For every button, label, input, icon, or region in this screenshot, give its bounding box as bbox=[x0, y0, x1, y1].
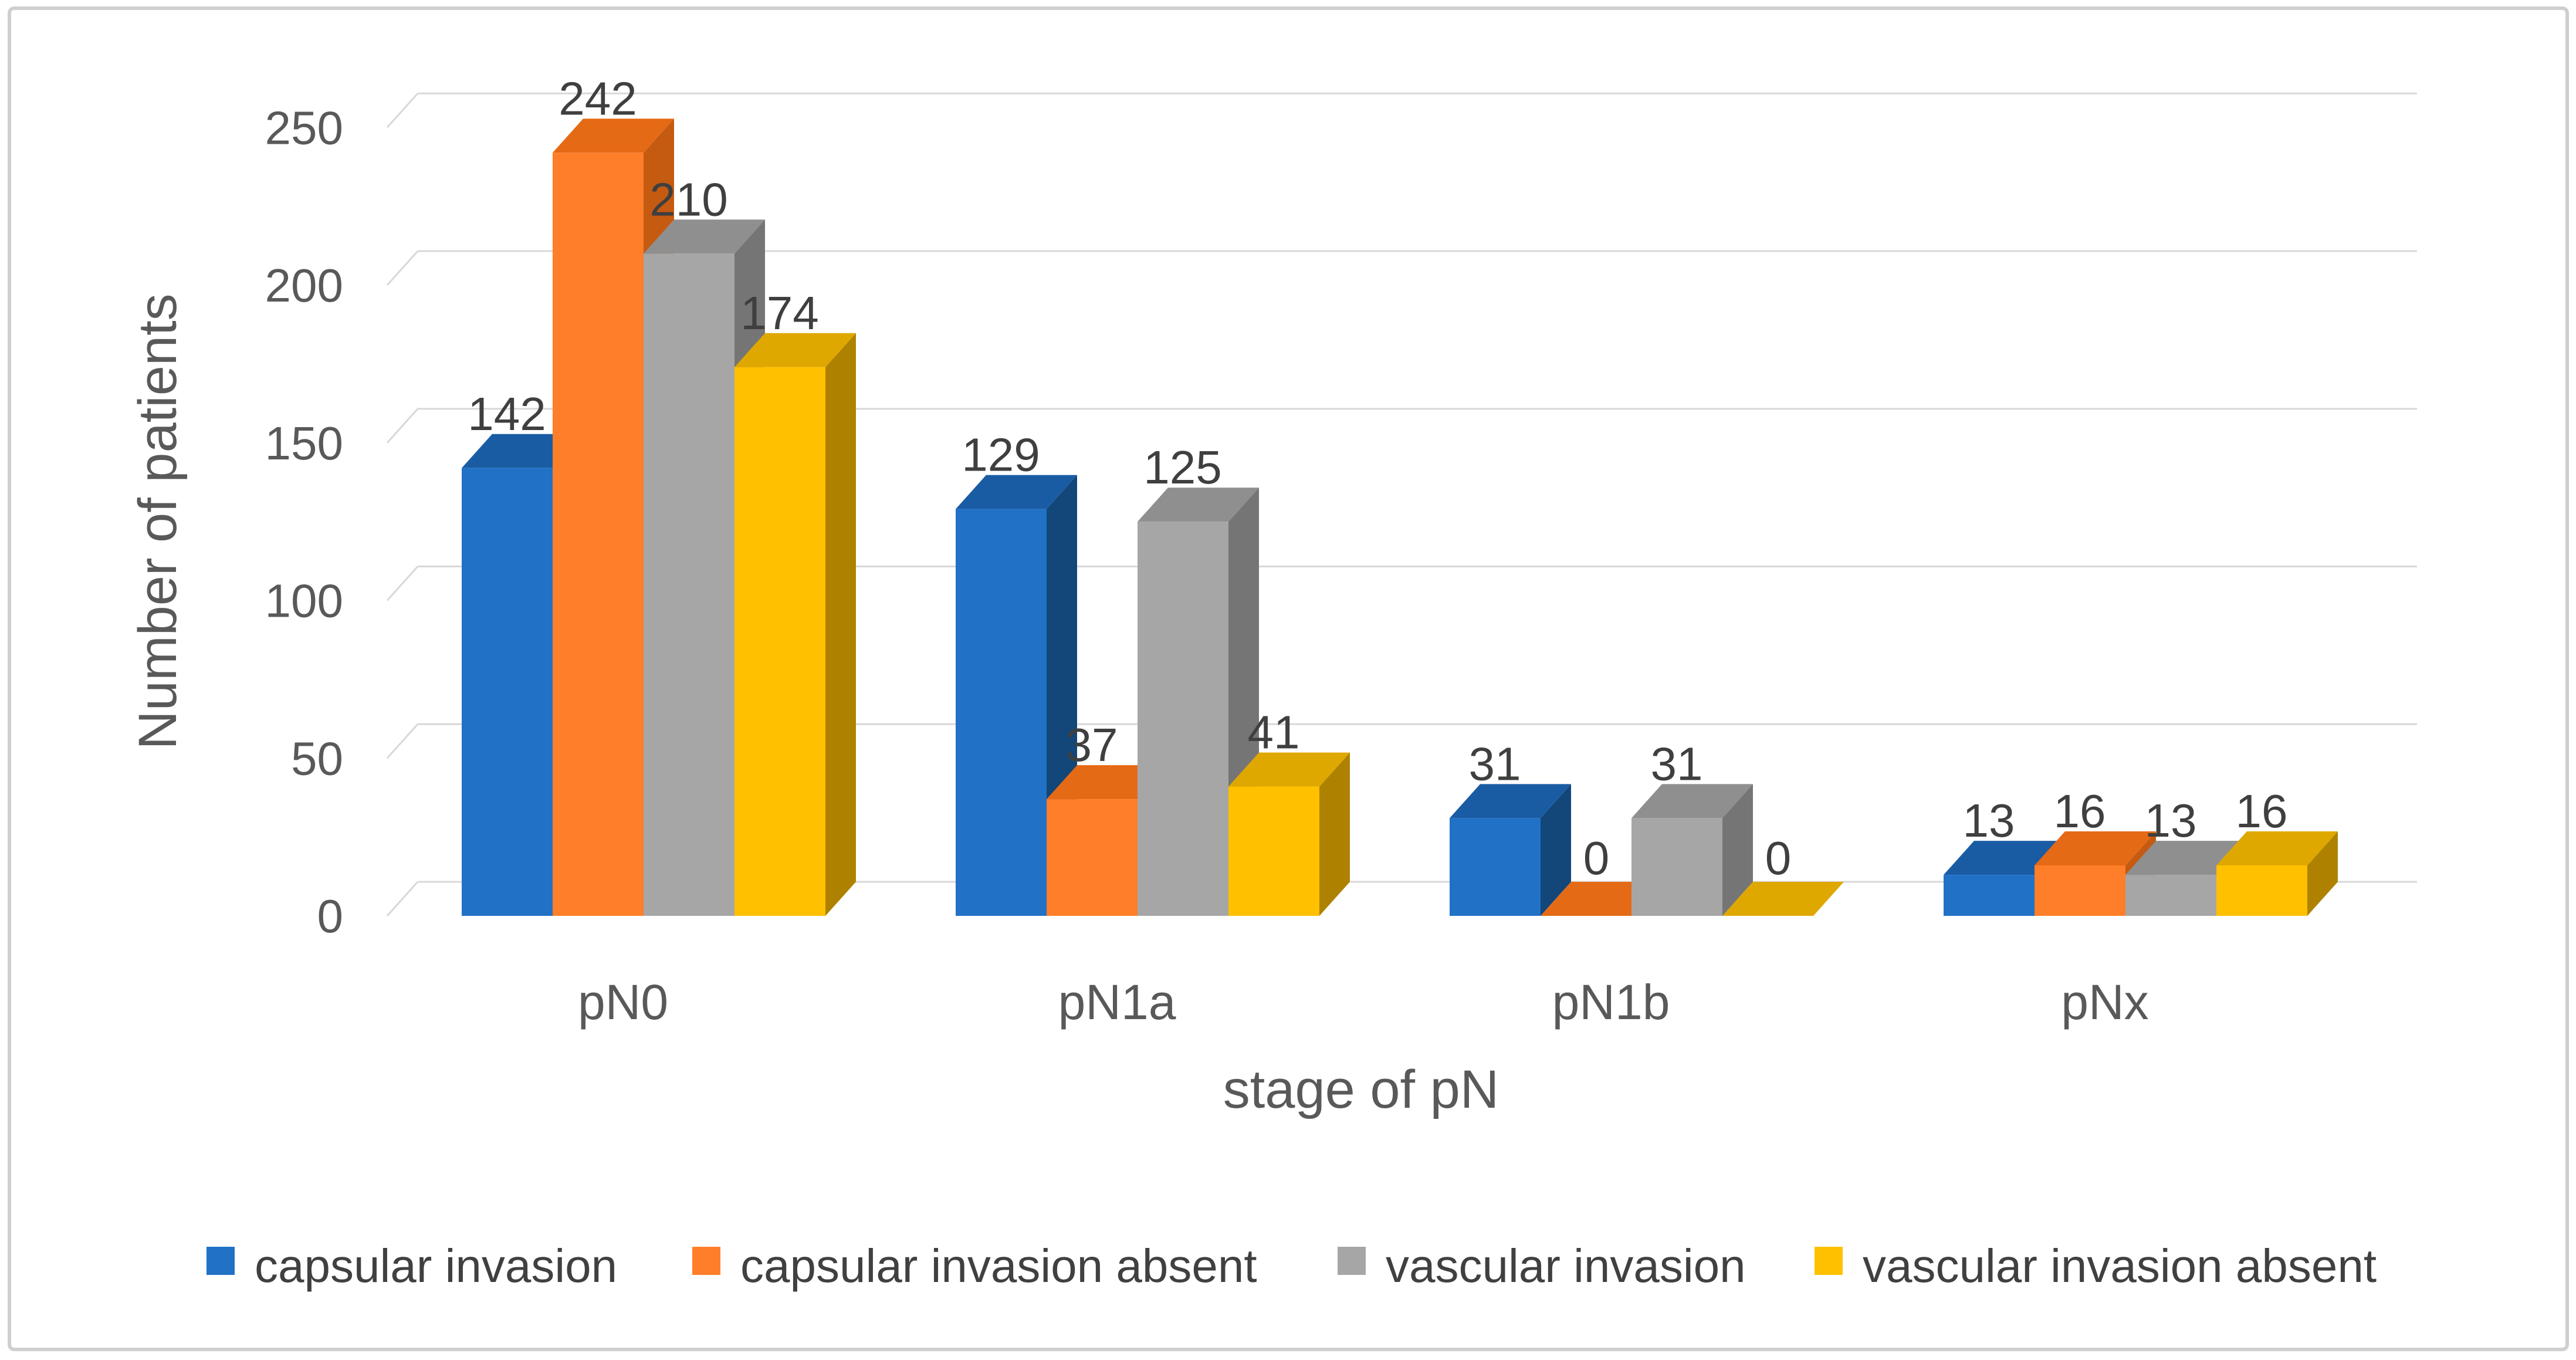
y-tick-label: 150 bbox=[265, 417, 343, 469]
bar-side-face bbox=[1319, 752, 1350, 916]
value-label: 13 bbox=[2145, 794, 2197, 847]
value-label: 41 bbox=[1248, 706, 1300, 759]
bar-top-face bbox=[1228, 752, 1350, 787]
bar-side-face bbox=[1541, 784, 1571, 916]
bar-top-face bbox=[553, 119, 674, 153]
value-label: 16 bbox=[2236, 785, 2288, 837]
bar-front-face bbox=[1631, 818, 1722, 916]
y-axis-title: Number of patients bbox=[128, 293, 188, 749]
bar-pN1b-capsular-invasion bbox=[1450, 784, 1571, 916]
y-tick-label: 100 bbox=[265, 575, 343, 627]
bar-zero-pad bbox=[1722, 882, 1844, 916]
value-label: 31 bbox=[1469, 737, 1521, 790]
bar-top-face bbox=[2216, 831, 2338, 865]
value-label: 31 bbox=[1651, 737, 1703, 790]
bar-top-face bbox=[644, 219, 765, 254]
bar-pN1a-vascular-invasion-absent bbox=[1228, 752, 1350, 916]
bar-front-face bbox=[2216, 865, 2307, 916]
legend-item: vascular invasion bbox=[1338, 1240, 1746, 1292]
legend-marker-capsular-invasion-absent bbox=[692, 1247, 720, 1275]
bar-side-face bbox=[2307, 831, 2338, 916]
bar-pN1b-vascular-invasion-absent bbox=[1722, 882, 1844, 916]
figure-border bbox=[8, 6, 2569, 1351]
bar-pN1a-vascular-invasion bbox=[1138, 488, 1259, 916]
value-label: 16 bbox=[2054, 785, 2106, 837]
bar-front-face bbox=[462, 468, 553, 916]
gridline-connector bbox=[386, 881, 419, 917]
x-category-label: pNx bbox=[2061, 975, 2148, 1030]
bar-front-face bbox=[1047, 799, 1138, 916]
bar-top-face bbox=[2035, 831, 2156, 865]
value-label: 129 bbox=[962, 429, 1040, 481]
bar-top-face bbox=[1450, 784, 1571, 818]
x-axis-title: stage of pN bbox=[1223, 1060, 1499, 1119]
legend-label: capsular invasion bbox=[255, 1240, 617, 1292]
value-label: 37 bbox=[1066, 719, 1118, 771]
legend-marker-vascular-invasion bbox=[1338, 1247, 1366, 1275]
value-label: 242 bbox=[558, 72, 637, 124]
bar-front-face bbox=[956, 509, 1047, 916]
bar-top-face bbox=[734, 333, 856, 367]
gridline-connector bbox=[386, 566, 419, 601]
bar-top-face bbox=[1631, 784, 1753, 818]
bar-side-face bbox=[825, 333, 856, 916]
bar-front-face bbox=[644, 253, 734, 916]
bar-front-face bbox=[1228, 786, 1319, 916]
bar-front-face bbox=[1450, 818, 1541, 916]
y-tick-label: 0 bbox=[317, 890, 344, 942]
value-label: 0 bbox=[1765, 832, 1792, 884]
bar-pN0-vascular-invasion-absent bbox=[734, 333, 856, 916]
value-label: 174 bbox=[740, 287, 818, 339]
gridline-connector bbox=[386, 250, 419, 286]
bar-front-face bbox=[734, 367, 825, 916]
legend: capsular invasion capsular invasion absen… bbox=[207, 1240, 2377, 1292]
y-tick-label: 50 bbox=[291, 732, 343, 784]
bar-front-face bbox=[2035, 865, 2125, 916]
bar-top-face bbox=[1138, 488, 1259, 522]
legend-label: vascular invasion bbox=[1386, 1240, 1746, 1292]
legend-item: vascular invasion absent bbox=[1815, 1240, 2377, 1292]
legend-label: vascular invasion absent bbox=[1863, 1240, 2377, 1292]
x-category-label: pN0 bbox=[578, 975, 668, 1030]
gridline-connector bbox=[386, 408, 419, 444]
bar-top-face bbox=[956, 475, 1077, 509]
x-category-label: pN1a bbox=[1058, 975, 1176, 1030]
bar-front-face bbox=[1944, 875, 2035, 916]
value-label: 142 bbox=[468, 388, 546, 440]
bar-front-face bbox=[2125, 875, 2216, 916]
legend-marker-vascular-invasion-absent bbox=[1815, 1247, 1843, 1275]
x-category-label: pN1b bbox=[1552, 975, 1670, 1030]
y-tick-label: 250 bbox=[265, 102, 343, 154]
y-tick-label: 200 bbox=[265, 259, 343, 312]
gridline-connector bbox=[386, 93, 419, 128]
legend-item: capsular invasion absent bbox=[692, 1240, 1257, 1292]
bar-front-face bbox=[553, 153, 644, 916]
value-label: 125 bbox=[1143, 441, 1221, 493]
value-label: 0 bbox=[1583, 832, 1610, 884]
bar-side-face bbox=[1722, 784, 1753, 916]
bar-pN1b-vascular-invasion bbox=[1631, 784, 1753, 916]
y-axis-tick-labels: 0 50 100 150 200 250 bbox=[265, 102, 343, 942]
bar-front-face bbox=[1138, 522, 1228, 916]
x-axis-category-labels: pN0 pN1a pN1b pNx bbox=[578, 975, 2149, 1030]
value-label: 13 bbox=[1963, 794, 2015, 847]
legend-label: capsular invasion absent bbox=[740, 1240, 1257, 1292]
gridline-connector bbox=[386, 723, 419, 759]
legend-item: capsular invasion bbox=[207, 1240, 617, 1292]
legend-marker-capsular-invasion bbox=[207, 1247, 235, 1275]
bar-pNx-vascular-invasion-absent bbox=[2216, 831, 2338, 916]
bars bbox=[462, 119, 2338, 916]
value-label: 210 bbox=[649, 173, 727, 225]
